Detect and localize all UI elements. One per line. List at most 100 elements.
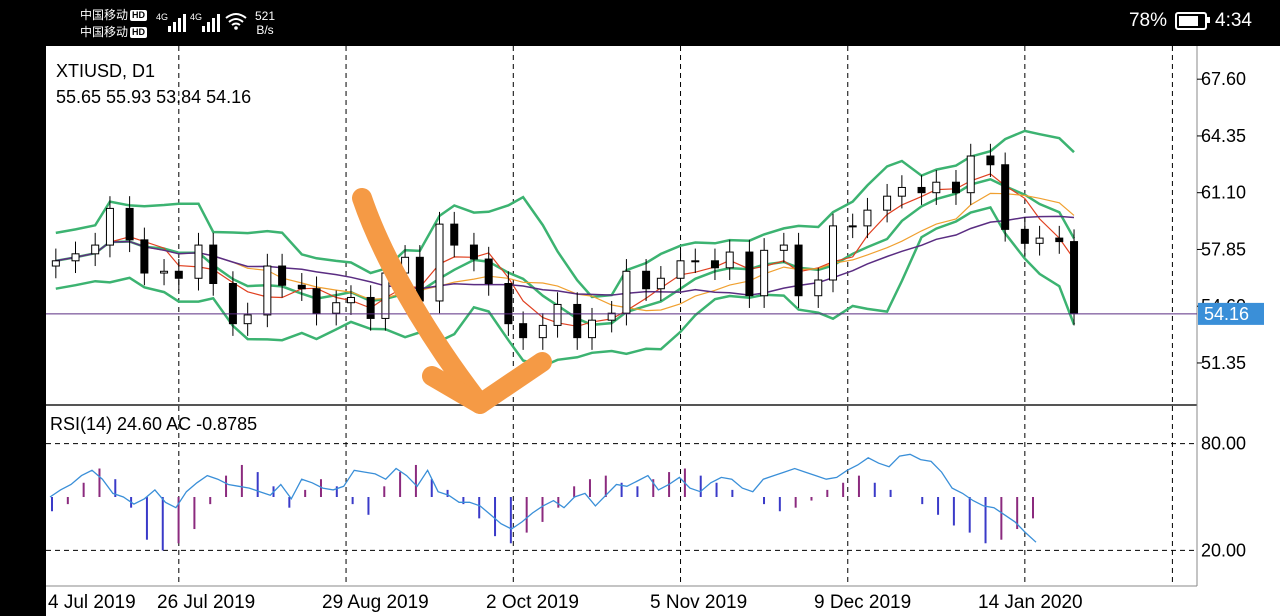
annotation-arrow	[352, 188, 552, 414]
carrier-1: 中国移动 HD	[80, 8, 148, 22]
time-tick-label: 14 Jan 2020	[978, 592, 1083, 613]
candle-body-50	[917, 186, 926, 194]
symbol-label: XTIUSD, D1	[56, 61, 155, 81]
candle-body-1	[71, 253, 80, 262]
price-tick-label: 67.60	[1201, 69, 1246, 89]
battery-percent: 78%	[1128, 10, 1168, 31]
candle-body-40	[745, 251, 754, 297]
candle-body-51	[932, 181, 941, 194]
time-tick-label: 26 Jul 2019	[157, 592, 255, 613]
candle-body-12	[263, 265, 272, 316]
bollinger-middle	[55, 177, 1076, 327]
price-tick-label: 51.35	[1201, 353, 1246, 373]
candle-body-9	[209, 244, 218, 285]
candle-body-54	[986, 155, 995, 166]
candle-body-55	[1001, 164, 1010, 230]
signal-icon	[168, 14, 186, 32]
candle-body-39	[725, 251, 734, 269]
candle-body-18	[366, 296, 375, 319]
candle-body-56	[1020, 228, 1029, 244]
status-right: 78% 4:34	[1128, 10, 1252, 75]
price-tick-label: 64.35	[1201, 126, 1246, 146]
carrier-2: 中国移动 HD	[80, 25, 148, 39]
candle-body-35	[656, 277, 665, 290]
candle-body-14	[297, 284, 306, 290]
network-type-2: 4G	[190, 12, 203, 22]
time-tick-label: 2 Oct 2019	[486, 592, 579, 613]
last-price-badge	[1198, 302, 1264, 325]
time-tick-label: 4 Jul 2019	[48, 592, 136, 613]
candle-body-0	[51, 260, 60, 267]
candle-body-45	[829, 225, 838, 281]
candle-body-38	[710, 260, 719, 269]
candle-body-13	[278, 265, 287, 286]
candle-body-59	[1070, 241, 1079, 314]
candle-body-28	[538, 324, 547, 339]
candle-body-5	[140, 239, 149, 274]
candle-body-58	[1055, 237, 1064, 243]
grid	[46, 46, 1197, 586]
net-speed: 521 B/s	[255, 9, 276, 37]
candle-body-36	[676, 260, 685, 279]
price-tick-label: 57.85	[1201, 239, 1246, 259]
candle-body-23	[450, 223, 459, 246]
candle-body-26	[504, 283, 513, 325]
candle-body-33	[622, 270, 631, 314]
candle-body-37	[691, 260, 700, 263]
candle-body-3	[105, 207, 114, 246]
candle-body-48	[883, 195, 892, 211]
candle-body-47	[863, 209, 872, 227]
bollinger-upper	[55, 129, 1075, 299]
candle-body-16	[332, 302, 341, 314]
candle-body-11	[243, 314, 252, 325]
osc-tick-label: 20.00	[1201, 540, 1246, 560]
candle-body-22	[435, 223, 444, 302]
candle-body-10	[228, 283, 237, 325]
battery-icon	[1175, 12, 1211, 30]
candle-body-32	[607, 312, 616, 321]
network-type-1: 4G	[156, 12, 169, 22]
candle-body-2	[91, 244, 100, 255]
candle-body-44	[814, 279, 823, 297]
candle-body-6	[160, 270, 169, 274]
candle-body-49	[897, 186, 906, 197]
candle-body-4	[125, 207, 134, 241]
candle-body-25	[484, 258, 493, 285]
chart-background	[46, 46, 1280, 616]
ma-purple	[55, 215, 1075, 296]
clock: 4:34	[1215, 10, 1252, 31]
candle-body-42	[779, 244, 788, 251]
candle-body-17	[346, 296, 355, 304]
osc-tick-label: 80.00	[1201, 434, 1246, 454]
oscillator-label: RSI(14) 24.60 AC -0.8785	[50, 414, 257, 434]
candle-body-52	[951, 181, 960, 194]
candle-body-24	[469, 244, 478, 260]
candle-body-29	[553, 303, 562, 326]
candle-body-43	[794, 244, 803, 297]
candle-body-30	[573, 303, 582, 339]
candle-body-34	[642, 270, 651, 290]
time-tick-label: 29 Aug 2019	[322, 592, 429, 613]
trading-chart[interactable]: 67.6064.3561.1057.8554.6051.3580.0020.00…	[0, 46, 1280, 616]
last-price-label: 54.16	[1204, 304, 1249, 324]
wifi-icon	[225, 13, 247, 30]
candle-body-53	[966, 155, 975, 194]
candle-body-31	[587, 319, 596, 339]
rsi-line	[49, 453, 1037, 543]
price-tick-label: 61.10	[1201, 183, 1246, 203]
candles	[51, 143, 1079, 350]
status-bar: 中国移动 HD 中国移动 HD 4G 4G 521 B/s 78% 4:34	[0, 0, 1280, 75]
signal-icon-2	[202, 14, 220, 32]
candle-body-46	[848, 225, 857, 228]
axes: 67.6064.3561.1057.8554.6051.3580.0020.00…	[48, 69, 1246, 613]
candle-body-27	[519, 323, 528, 339]
ohlc-label: 55.65 55.93 53.84 54.16	[56, 87, 251, 107]
candle-body-15	[312, 288, 321, 314]
time-tick-label: 9 Dec 2019	[814, 592, 911, 613]
oscillator-panel	[49, 453, 1037, 551]
candle-body-7	[174, 270, 183, 279]
time-tick-label: 5 Nov 2019	[650, 592, 747, 613]
ma-red	[55, 173, 1075, 327]
candle-body-41	[760, 249, 769, 297]
candle-body-8	[194, 244, 203, 279]
